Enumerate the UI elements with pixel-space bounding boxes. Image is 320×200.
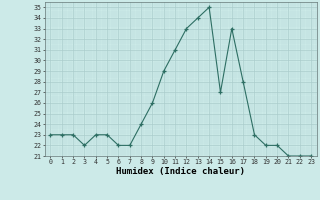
- X-axis label: Humidex (Indice chaleur): Humidex (Indice chaleur): [116, 167, 245, 176]
